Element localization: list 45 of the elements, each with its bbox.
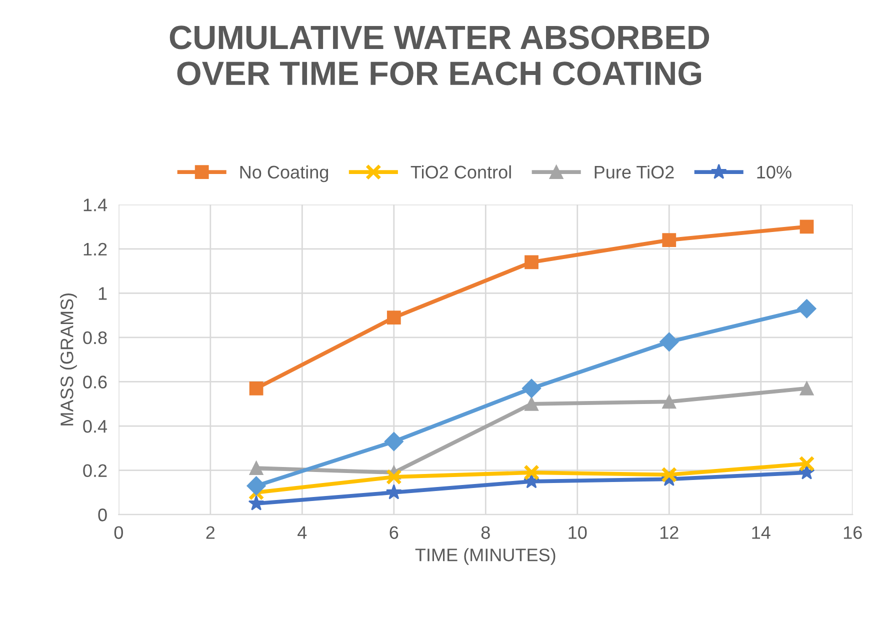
point [797,299,816,318]
y-tick-label: 0.6 [83,376,107,388]
x-tick-label: 2 [206,526,215,539]
y-axis-title: MASS (GRAMS) [60,294,77,426]
point [249,461,264,476]
y-tick-label: 1.2 [84,242,107,256]
y-tick-label: 0.8 [83,331,107,344]
x-tick-label: 0 [114,526,123,539]
y-tick-label: 0.4 [83,420,108,433]
point [522,378,542,398]
legend-label: TiO2 Control [410,165,511,179]
x-tick-label: 6 [390,526,398,539]
point [661,466,678,483]
x-tick-label: 16 [844,526,862,539]
y-tick-label: 1.4 [84,198,108,212]
y-tick-label: 0.2 [83,464,107,478]
point [386,468,402,485]
point [524,255,538,270]
point [662,394,676,409]
chart-title: CUMULATIVE WATER ABSORBED OVER TIME FOR EACH COATING [170,26,710,86]
x-tick-label: 12 [660,526,678,539]
point [248,495,264,510]
y-tick-label: 1 [98,287,107,300]
x-tick-label: 8 [481,526,490,539]
point [798,456,815,472]
point [384,432,404,452]
point [524,464,540,481]
point [386,310,401,324]
point [386,484,402,500]
point [524,396,538,411]
point [246,476,266,496]
x-axis-title: TIME (MINUTES) [415,548,556,565]
legend-label: Pure TiO2 [594,165,674,179]
legend-label: No Coating [240,165,328,182]
point [249,381,264,396]
point [660,332,679,352]
x-tick-label: 14 [752,526,770,539]
x-tick-label: 4 [298,526,307,539]
legend-label: 10% [757,166,792,179]
point [800,381,814,396]
x-tick-label: 10 [568,526,587,539]
point [662,233,676,247]
point [798,464,815,480]
y-tick-label: 0 [98,508,107,522]
point [800,220,814,234]
